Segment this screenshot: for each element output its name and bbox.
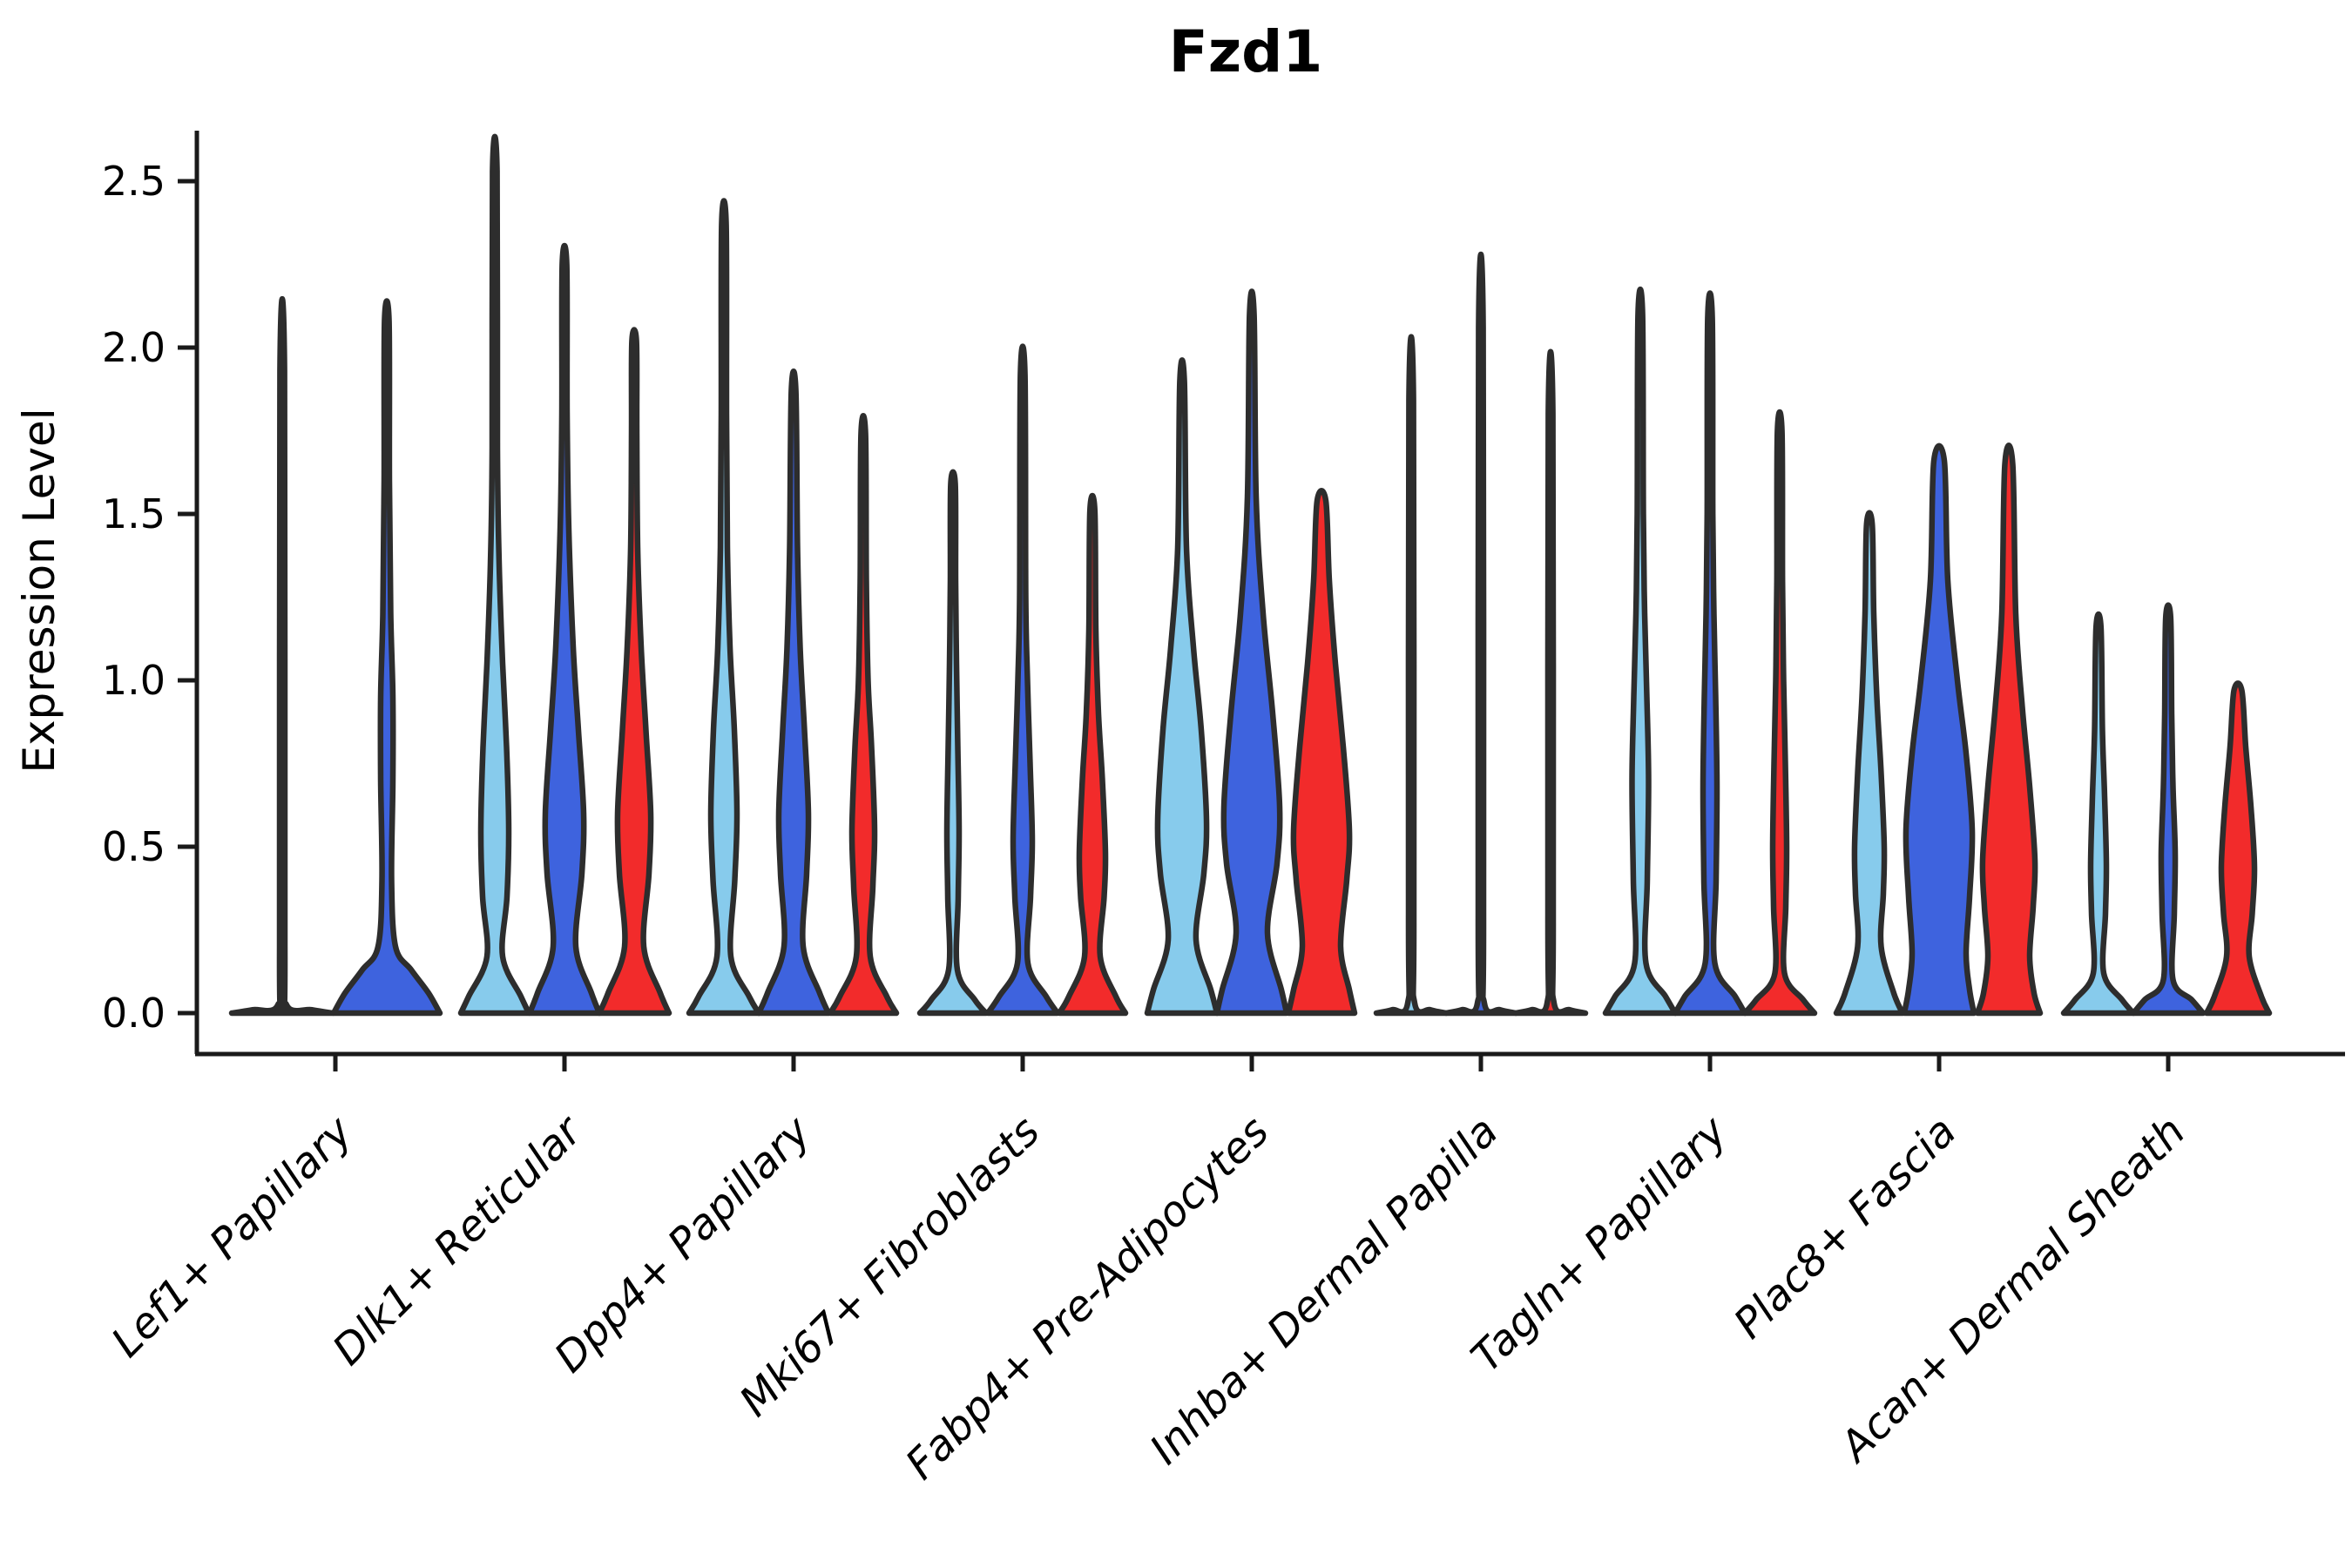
violin-inhba-dermal-papilla-s2 — [1512, 348, 1589, 1017]
y-tick-label: 0.0 — [102, 990, 166, 1037]
y-tick-label: 0.5 — [102, 823, 166, 870]
violin-dpp4-papillary-s1 — [755, 368, 832, 1017]
violin-tagln-papillary-s1 — [1672, 290, 1748, 1017]
violin-fabp4-pre-adipocytes-s0 — [1144, 357, 1220, 1017]
plot-title: Fzd1 — [1169, 18, 1323, 85]
violin-inhba-dermal-papilla-s1 — [1443, 251, 1519, 1017]
violin-dpp4-papillary-s0 — [686, 198, 762, 1017]
violin-tagln-papillary-s2 — [1741, 409, 1818, 1017]
violin-tagln-papillary-s0 — [1602, 287, 1679, 1017]
y-tick-label: 2.5 — [102, 158, 166, 205]
violin-inhba-dermal-papilla-s0 — [1373, 334, 1450, 1017]
violin-plac8-fascia-s0 — [1833, 510, 1906, 1017]
violin-plac8-fascia-s2 — [1974, 443, 2044, 1017]
violin-dlk1-reticular-s0 — [457, 133, 532, 1017]
violin-fabp4-pre-adipocytes-s2 — [1285, 487, 1358, 1017]
violin-mki67-fibroblasts-s1 — [984, 343, 1061, 1017]
violin-lef1-papillary-s0 — [228, 296, 336, 1017]
violin-mki67-fibroblasts-s2 — [1056, 492, 1129, 1017]
violin-plac8-fascia-s1 — [1901, 443, 1977, 1017]
violin-acan-dermal-sheath-s2 — [2203, 680, 2273, 1017]
violin-mki67-fibroblasts-s0 — [916, 469, 990, 1017]
y-tick-label: 2.0 — [102, 324, 166, 371]
violin-dpp4-papillary-s2 — [827, 413, 900, 1017]
violin-acan-dermal-sheath-s1 — [2130, 602, 2207, 1017]
violin-lef1-papillary-s1 — [330, 298, 443, 1017]
violin-dlk1-reticular-s2 — [596, 327, 672, 1017]
violin-dlk1-reticular-s1 — [526, 242, 603, 1017]
y-tick-label: 1.5 — [102, 490, 166, 537]
y-tick-label: 1.0 — [102, 657, 166, 704]
y-axis-label: Expression Level — [14, 408, 64, 773]
violin-acan-dermal-sheath-s0 — [2060, 611, 2137, 1017]
violin-fabp4-pre-adipocytes-s1 — [1213, 288, 1290, 1017]
